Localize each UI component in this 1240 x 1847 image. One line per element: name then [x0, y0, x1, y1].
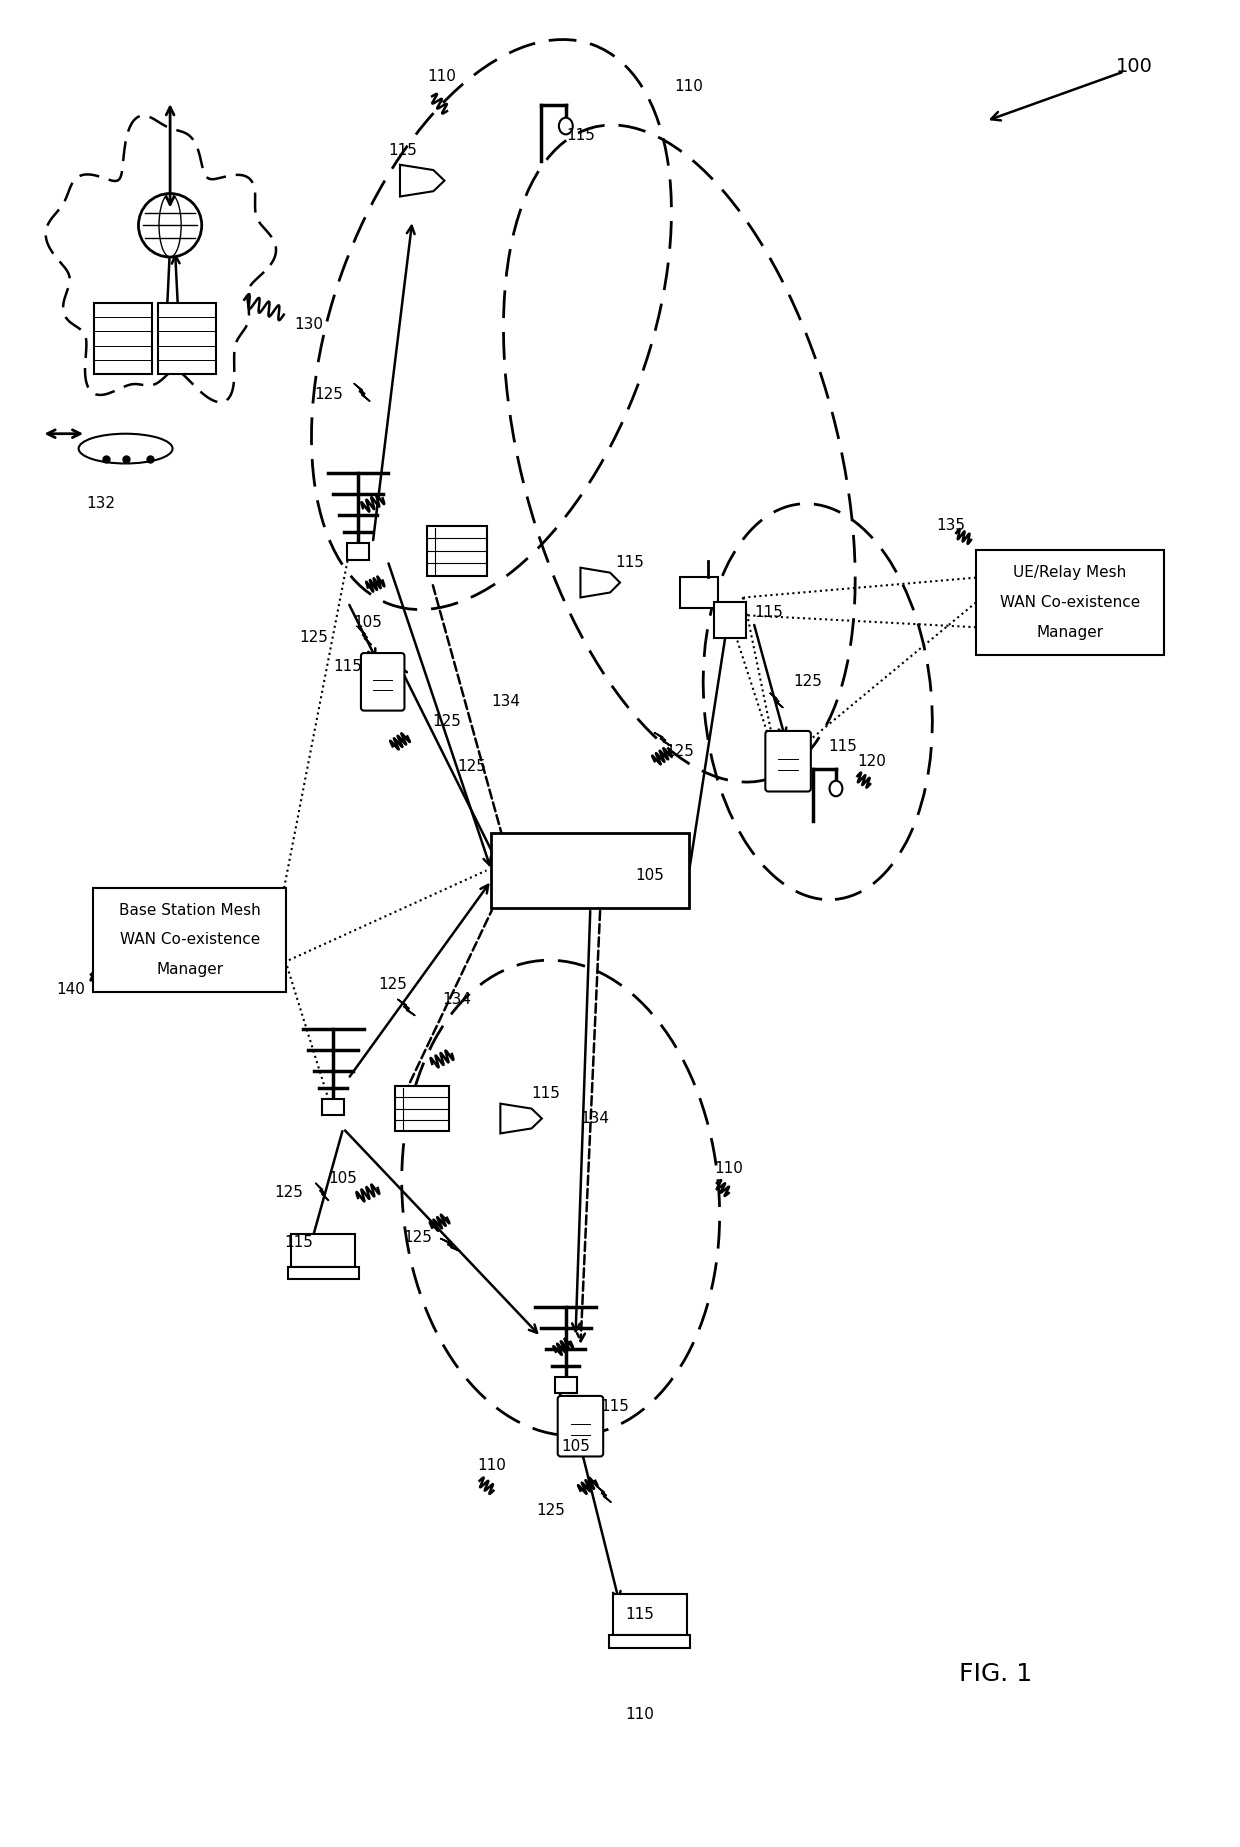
FancyBboxPatch shape — [765, 731, 811, 792]
Text: 115: 115 — [828, 739, 857, 754]
Text: 105: 105 — [329, 1171, 357, 1186]
Text: WAN Co-existence: WAN Co-existence — [999, 595, 1140, 610]
FancyBboxPatch shape — [93, 888, 286, 992]
Text: Base Station Mesh: Base Station Mesh — [119, 903, 260, 918]
Polygon shape — [316, 1184, 329, 1201]
Polygon shape — [398, 999, 415, 1016]
Text: 134: 134 — [580, 1112, 610, 1127]
Text: 110: 110 — [477, 1459, 506, 1474]
Text: 140: 140 — [57, 983, 86, 997]
FancyBboxPatch shape — [976, 550, 1164, 654]
Text: 115: 115 — [615, 556, 645, 571]
Text: 125: 125 — [403, 1230, 432, 1245]
Ellipse shape — [559, 118, 573, 135]
Polygon shape — [358, 628, 371, 645]
Text: FIG. 1: FIG. 1 — [960, 1662, 1033, 1686]
Text: 120: 120 — [858, 754, 887, 768]
Text: 125: 125 — [433, 715, 461, 730]
Text: 134: 134 — [443, 992, 471, 1007]
Text: 115: 115 — [565, 129, 595, 144]
Text: 110: 110 — [714, 1160, 743, 1177]
Text: 110: 110 — [675, 79, 703, 94]
Text: 125: 125 — [314, 386, 342, 401]
Bar — [714, 602, 745, 639]
Text: Manager: Manager — [156, 962, 223, 977]
Text: 115: 115 — [532, 1086, 560, 1101]
Polygon shape — [440, 1239, 460, 1252]
Text: 115: 115 — [334, 659, 362, 674]
Bar — [159, 303, 216, 375]
Text: UE/Relay Mesh: UE/Relay Mesh — [1013, 565, 1126, 580]
Text: 115: 115 — [284, 1236, 312, 1250]
FancyBboxPatch shape — [291, 1234, 356, 1267]
Text: 125: 125 — [665, 744, 693, 759]
FancyBboxPatch shape — [558, 1396, 603, 1457]
Text: 105: 105 — [353, 615, 382, 630]
Text: 130: 130 — [294, 318, 324, 332]
Bar — [347, 543, 370, 560]
Text: 115: 115 — [625, 1607, 655, 1622]
Text: 125: 125 — [299, 630, 327, 645]
Bar — [396, 1086, 449, 1130]
Bar — [491, 833, 689, 909]
Polygon shape — [596, 1487, 611, 1502]
Text: 125: 125 — [794, 674, 822, 689]
Text: 132: 132 — [87, 495, 115, 510]
Ellipse shape — [830, 781, 842, 796]
FancyBboxPatch shape — [361, 654, 404, 711]
FancyBboxPatch shape — [288, 1267, 358, 1278]
Bar — [322, 1099, 345, 1116]
Polygon shape — [355, 384, 370, 401]
Text: 115: 115 — [754, 604, 782, 621]
FancyBboxPatch shape — [609, 1635, 691, 1648]
Polygon shape — [580, 567, 620, 597]
Bar — [94, 303, 153, 375]
Polygon shape — [655, 733, 671, 746]
Text: 115: 115 — [600, 1398, 630, 1413]
Text: 125: 125 — [274, 1186, 304, 1201]
Text: 115: 115 — [388, 144, 417, 159]
FancyBboxPatch shape — [613, 1594, 687, 1635]
Text: 125: 125 — [458, 759, 486, 774]
Text: 105: 105 — [560, 1439, 590, 1454]
Bar — [681, 576, 718, 608]
Text: 134: 134 — [492, 694, 521, 709]
Text: 125: 125 — [378, 977, 407, 992]
Bar — [554, 1376, 577, 1393]
Text: 110: 110 — [625, 1707, 655, 1721]
Text: WAN Co-existence: WAN Co-existence — [120, 933, 260, 948]
Polygon shape — [401, 164, 444, 196]
Polygon shape — [770, 693, 782, 707]
Text: 110: 110 — [428, 68, 456, 83]
Polygon shape — [501, 1105, 542, 1134]
Text: 100: 100 — [1116, 57, 1153, 76]
Circle shape — [139, 194, 202, 257]
Text: 105: 105 — [635, 868, 665, 883]
Text: Manager: Manager — [1037, 624, 1104, 639]
Text: 125: 125 — [537, 1503, 565, 1518]
Bar — [428, 526, 486, 576]
Text: 135: 135 — [936, 517, 966, 532]
